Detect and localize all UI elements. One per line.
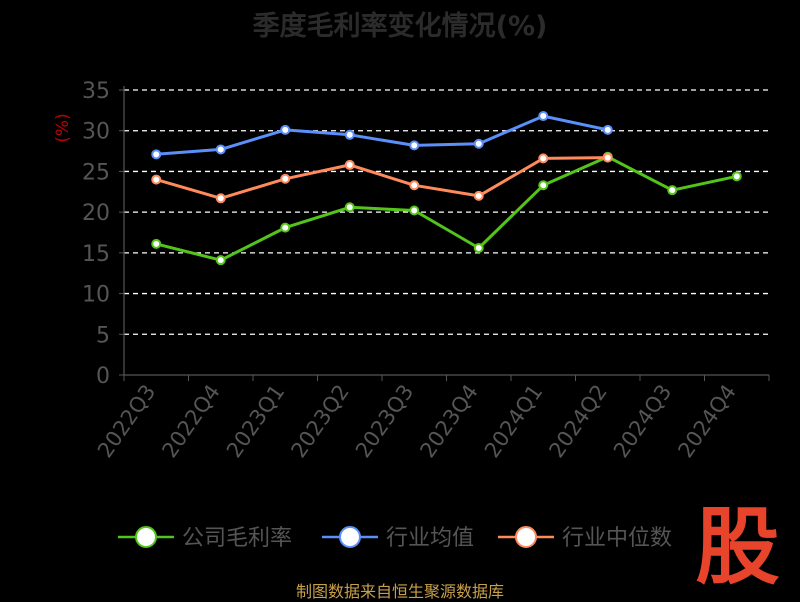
legend-label: 公司毛利率 — [182, 526, 292, 551]
data-point — [280, 173, 291, 184]
data-point — [215, 255, 226, 266]
data-point — [280, 222, 291, 233]
y-tick-label: 10 — [82, 283, 110, 308]
y-tick-label: 25 — [82, 160, 110, 185]
data-point — [344, 159, 355, 170]
series-1 — [151, 151, 742, 266]
data-point — [215, 144, 226, 155]
data-point — [215, 193, 226, 204]
y-tick-label: 0 — [96, 364, 110, 389]
data-point — [538, 111, 549, 122]
data-point — [344, 202, 355, 213]
series-line — [155, 155, 738, 262]
series-3 — [151, 152, 613, 204]
series-2 — [151, 111, 613, 160]
data-point — [667, 185, 678, 196]
data-point — [473, 242, 484, 253]
y-tick-label: 5 — [96, 323, 110, 348]
chart-title: 季度毛利率变化情况(%) — [252, 11, 548, 42]
y-tick-label: 30 — [82, 120, 110, 145]
data-point — [409, 140, 420, 151]
legend-item: 公司毛利率 — [118, 526, 292, 551]
series-line — [156, 114, 609, 156]
legend-marker — [339, 526, 361, 548]
x-tick-label: 2022Q4 — [157, 380, 224, 462]
data-point — [731, 171, 742, 182]
legend-marker — [515, 526, 537, 548]
data-point — [473, 138, 484, 149]
data-point — [151, 174, 162, 185]
y-tick-label: 20 — [82, 201, 110, 226]
legend-label: 行业均值 — [386, 526, 474, 551]
legend-marker — [135, 526, 157, 548]
x-tick-label: 2024Q1 — [480, 380, 547, 462]
x-tick-label: 2023Q3 — [351, 380, 418, 462]
legend-item: 行业均值 — [322, 526, 474, 551]
legend-item: 行业中位数 — [498, 526, 672, 551]
data-point — [538, 180, 549, 191]
data-point — [602, 152, 613, 163]
data-point — [151, 238, 162, 249]
x-tick-label: 2024Q2 — [544, 380, 611, 462]
y-tick-label: 15 — [82, 242, 110, 267]
x-tick-label: 2023Q2 — [286, 380, 353, 462]
data-point — [602, 124, 613, 135]
data-point — [409, 180, 420, 191]
x-tick-label: 2023Q1 — [222, 380, 289, 462]
data-point — [538, 153, 549, 164]
y-axis-label: (%) — [53, 113, 73, 142]
data-point — [280, 124, 291, 135]
x-tick-label: 2023Q4 — [415, 380, 482, 462]
x-tick-label: 2024Q4 — [673, 380, 740, 462]
x-tick-label: 2024Q3 — [609, 380, 676, 462]
series-line — [155, 156, 608, 200]
watermark-logo: 股 — [695, 498, 780, 596]
legend-label: 行业中位数 — [562, 526, 672, 551]
data-point — [473, 190, 484, 201]
source-note: 制图数据来自恒生聚源数据库 — [295, 582, 504, 601]
data-point — [409, 205, 420, 216]
data-point — [151, 149, 162, 160]
y-tick-label: 35 — [82, 79, 110, 104]
data-point — [344, 129, 355, 140]
x-tick-label: 2022Q3 — [93, 380, 160, 462]
